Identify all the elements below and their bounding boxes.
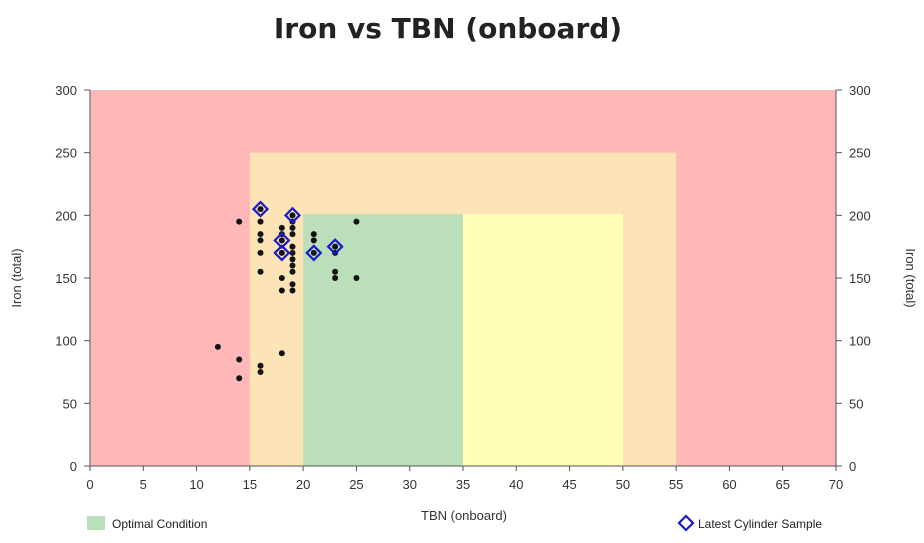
sample-point: [278, 224, 285, 231]
sample-point: [289, 243, 296, 250]
sample-point: [310, 231, 317, 238]
sample-point: [289, 268, 296, 275]
x-tick-label: 60: [722, 477, 736, 492]
y-tick-label-right: 200: [849, 208, 871, 223]
sample-point: [353, 218, 360, 225]
x-tick-label: 0: [86, 477, 93, 492]
sample-point: [289, 281, 296, 288]
y-tick-label: 250: [55, 146, 77, 161]
y-tick-label-right: 250: [849, 146, 871, 161]
sample-point: [236, 356, 243, 363]
sample-point: [332, 268, 339, 275]
y-tick-label-right: 300: [849, 83, 871, 98]
sample-point: [310, 237, 317, 244]
x-tick-label: 70: [829, 477, 843, 492]
y-tick-label: 0: [70, 459, 77, 474]
latest-sample-point: [279, 250, 285, 256]
latest-sample-marker: [273, 244, 291, 262]
sample-point: [289, 287, 296, 294]
x-axis-label: TBN (onboard): [421, 508, 507, 523]
zone-optimal: [303, 214, 463, 466]
y-tick-label-right: 100: [849, 334, 871, 349]
sample-point: [289, 231, 296, 238]
y-tick-label-right: 150: [849, 271, 871, 286]
latest-sample-point: [279, 237, 285, 243]
latest-sample-point: [311, 250, 317, 256]
latest-sample-marker: [326, 238, 344, 256]
x-tick-label: 10: [189, 477, 203, 492]
x-tick-label: 55: [669, 477, 683, 492]
x-tick-label: 5: [140, 477, 147, 492]
sample-point: [289, 256, 296, 263]
x-tick-label: 50: [616, 477, 630, 492]
latest-sample-point: [289, 212, 296, 218]
sample-point: [278, 275, 285, 281]
zone-layer: [90, 90, 836, 466]
sample-point: [257, 218, 264, 225]
latest-sample-marker: [251, 200, 270, 218]
sample-point: [278, 287, 285, 294]
points-layer: [214, 200, 360, 382]
latest-sample-marker: [305, 244, 323, 262]
latest-sample-point: [257, 206, 264, 212]
legend-latest[interactable]: Latest Cylinder Sample: [677, 514, 822, 532]
x-tick-label: 65: [775, 477, 789, 492]
sample-point: [257, 231, 264, 238]
sample-point: [236, 218, 243, 225]
y-tick-label-right: 50: [849, 396, 863, 411]
x-tick-label: 30: [402, 477, 416, 492]
chart-title: Iron vs TBN (onboard): [274, 12, 622, 45]
sample-point: [257, 237, 264, 244]
sample-point: [332, 275, 339, 281]
sample-point: [289, 249, 296, 256]
y-axis-label: Iron (total): [9, 248, 24, 307]
y-tick-label: 150: [55, 271, 77, 286]
x-tick-label: 20: [296, 477, 310, 492]
sample-point: [257, 268, 264, 275]
y-tick-label: 300: [55, 83, 77, 98]
sample-point: [278, 350, 285, 357]
sample-point: [257, 249, 264, 256]
latest-sample-point: [332, 244, 338, 250]
sample-point: [257, 369, 264, 375]
y-tick-label: 100: [55, 334, 77, 349]
legend-latest-label: Latest Cylinder Sample: [698, 517, 822, 531]
latest-sample-marker: [283, 206, 302, 224]
x-tick-label: 40: [509, 477, 523, 492]
x-tick-label: 15: [243, 477, 257, 492]
sample-point: [236, 375, 243, 382]
sample-point: [214, 343, 221, 350]
legend-optimal-swatch: [87, 516, 105, 530]
x-tick-label: 45: [562, 477, 576, 492]
x-tick-label: 35: [456, 477, 470, 492]
sample-point: [289, 262, 296, 269]
y-tick-label: 200: [55, 208, 77, 223]
legend-latest-diamond-icon: [677, 514, 695, 532]
legend-optimal[interactable]: Optimal Condition: [87, 516, 207, 531]
sample-point: [257, 362, 264, 369]
sample-point: [353, 275, 360, 281]
y-axis-label-right: Iron (total): [903, 248, 918, 307]
x-tick-label: 25: [349, 477, 363, 492]
legend-optimal-label: Optimal Condition: [112, 517, 207, 531]
sample-point: [289, 224, 296, 231]
y-tick-label-right: 0: [849, 459, 856, 474]
y-tick-label: 50: [63, 396, 77, 411]
